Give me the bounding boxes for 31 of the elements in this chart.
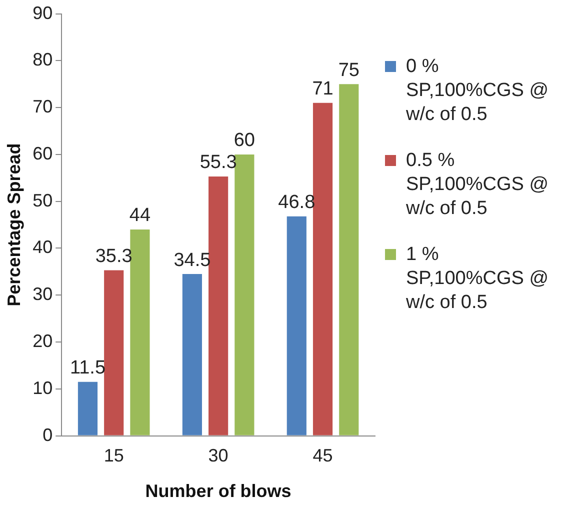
bar bbox=[286, 216, 306, 436]
y-tick-label: 50 bbox=[32, 190, 53, 210]
y-tick-label: 40 bbox=[32, 237, 53, 258]
bar bbox=[234, 154, 254, 436]
y-tick-label: 80 bbox=[32, 50, 53, 70]
y-axis-title: Percentage Spread bbox=[4, 143, 24, 306]
bar bbox=[182, 274, 202, 436]
y-tick-label: 60 bbox=[32, 143, 53, 164]
bar bbox=[78, 382, 98, 436]
data-label: 71 bbox=[312, 78, 334, 100]
legend-label: 1 % SP,100%CGS @ w/c of 0.5 bbox=[406, 243, 550, 315]
x-tick-label: 45 bbox=[312, 446, 333, 466]
y-tick-label: 70 bbox=[32, 96, 53, 117]
data-label: 60 bbox=[234, 130, 255, 152]
legend-label: 0.5 % SP,100%CGS @ w/c of 0.5 bbox=[406, 149, 550, 221]
bar bbox=[208, 176, 228, 436]
x-axis-title: Number of blows bbox=[145, 481, 292, 502]
bar bbox=[104, 270, 124, 436]
legend-label: 0 % SP,100%CGS @ w/c of 0.5 bbox=[406, 55, 550, 127]
y-tick-label: 20 bbox=[32, 330, 53, 351]
x-tick-label: 15 bbox=[104, 446, 124, 466]
x-tick-label: 30 bbox=[208, 446, 228, 466]
y-tick-label: 0 bbox=[42, 424, 53, 445]
y-tick-label: 90 bbox=[32, 2, 53, 23]
data-label: 75 bbox=[338, 60, 360, 81]
y-tick-label: 10 bbox=[32, 378, 53, 398]
data-label: 44 bbox=[129, 205, 151, 226]
bar bbox=[130, 229, 150, 436]
y-tick-label: 30 bbox=[32, 284, 53, 304]
bar bbox=[312, 102, 333, 436]
bar bbox=[339, 84, 359, 436]
